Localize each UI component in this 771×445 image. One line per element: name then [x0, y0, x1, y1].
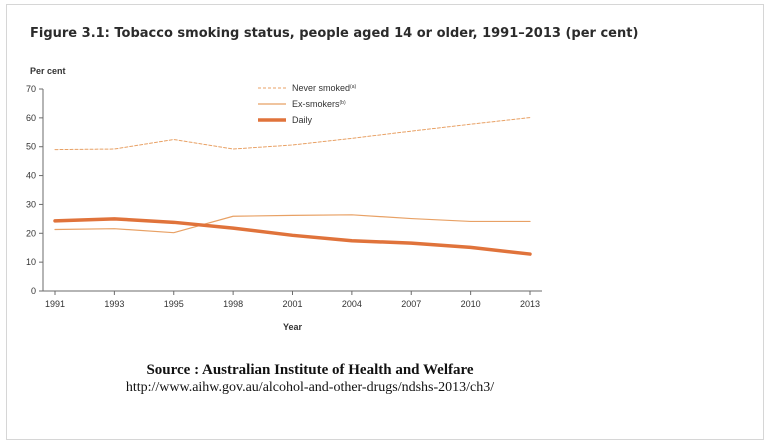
source-label: Source : Australian Institute of Health … — [146, 362, 474, 378]
x-axis-label: Year — [283, 322, 303, 332]
chart-axes: Per cent 0 10 20 30 40 50 60 70 1991 1993 1995 1998 2… — [26, 66, 542, 332]
legend-label-never-smoked: Never smoked(a) — [292, 83, 356, 93]
source-url[interactable]: http://www.aihw.gov.au/alcohol-and-other… — [125, 380, 495, 395]
x-tick-label: 2001 — [282, 299, 302, 309]
series-layer — [53, 117, 532, 256]
y-tick-label: 20 — [26, 228, 36, 238]
y-tick-label: 10 — [26, 257, 36, 267]
x-tick-label: 2007 — [401, 299, 421, 309]
y-tick-label: 50 — [26, 142, 36, 152]
series-line-daily — [53, 217, 532, 256]
x-tick-label: 2013 — [520, 299, 540, 309]
series-line-ex-smokers — [54, 214, 531, 234]
x-tick-label: 1991 — [45, 299, 65, 309]
chart-legend: Never smoked(a) Ex-smokers(b) Daily — [258, 83, 356, 125]
legend-label-ex-smokers: Ex-smokers(b) — [292, 99, 346, 109]
x-tick-label: 1995 — [164, 299, 184, 309]
y-tick-label: 30 — [26, 199, 36, 209]
y-tick-label: 70 — [26, 84, 36, 94]
y-tick-label: 40 — [26, 171, 36, 181]
y-axis-label: Per cent — [30, 66, 66, 76]
x-tick-label: 2004 — [342, 299, 362, 309]
chart-title: Figure 3.1: Tobacco smoking status, peop… — [30, 26, 639, 41]
figure-frame — [6, 4, 764, 440]
y-tick-label: 0 — [31, 286, 36, 296]
x-tick-label: 1993 — [104, 299, 124, 309]
y-tick-label: 60 — [26, 113, 36, 123]
legend-label-daily: Daily — [292, 115, 313, 125]
x-tick-label: 1998 — [223, 299, 243, 309]
x-tick-label: 2010 — [461, 299, 481, 309]
